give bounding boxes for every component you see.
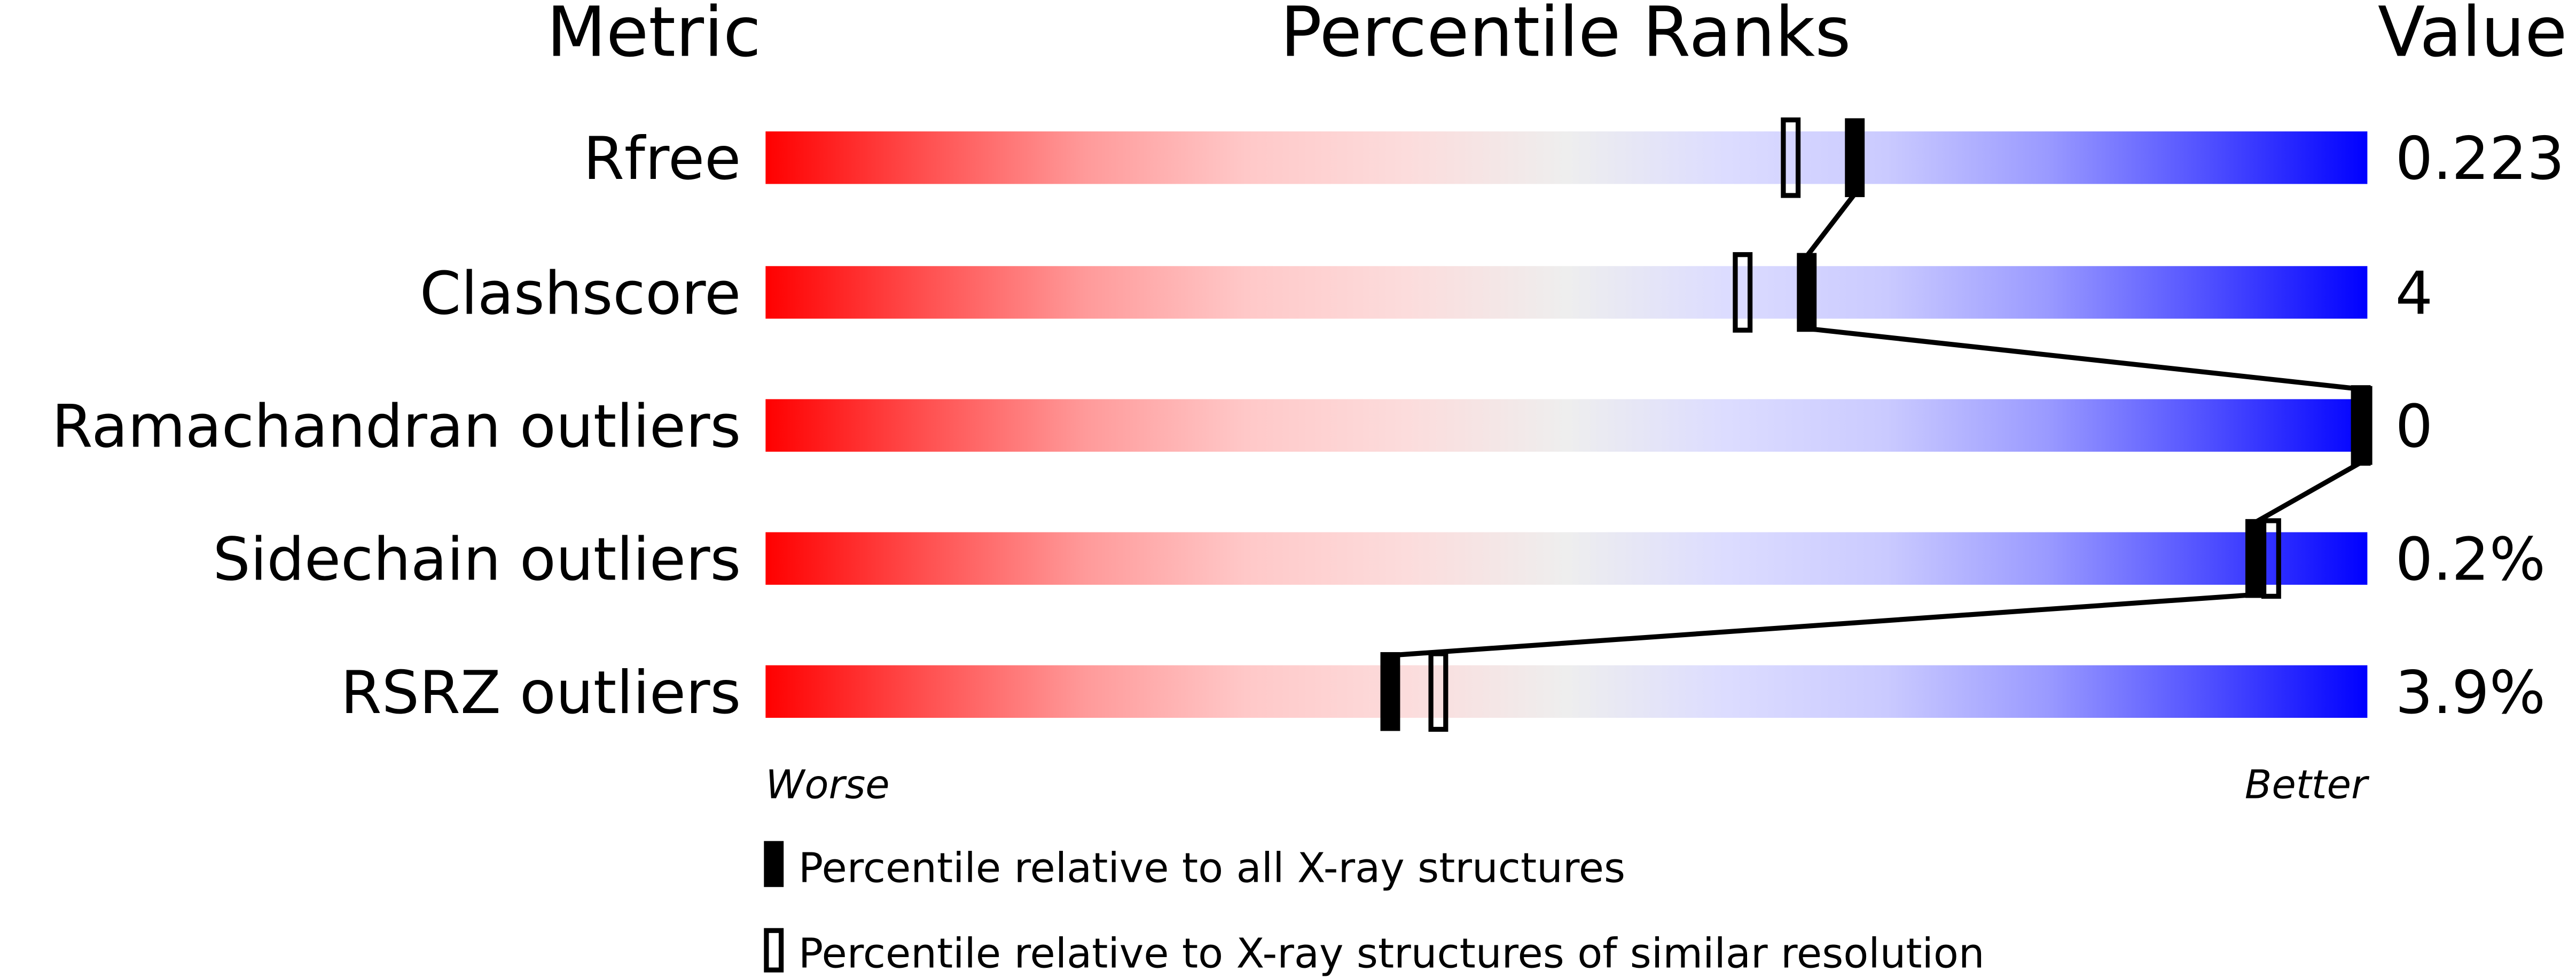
metric-value: 0	[2395, 393, 2433, 461]
metric-value: 0.223	[2395, 124, 2565, 193]
legend-similar-label: Percentile relative to X-ray structures …	[798, 930, 1985, 977]
worse-label: Worse	[765, 762, 889, 808]
metric-label: Ramachandran outliers	[52, 393, 741, 461]
percentile-bar	[765, 665, 2368, 718]
metric-value: 4	[2395, 259, 2433, 328]
marker-all	[1380, 652, 1400, 731]
marker-similar	[1733, 252, 1753, 333]
percentile-bar	[765, 266, 2368, 319]
connector-line	[1805, 192, 1857, 258]
connector-line	[1806, 326, 2363, 392]
connector-line	[1390, 592, 2256, 658]
legend-all-label: Percentile relative to all X-ray structu…	[798, 845, 1625, 892]
metric-label: Rfree	[583, 124, 741, 193]
marker-all	[1845, 118, 1865, 198]
header-value: Value	[2378, 0, 2567, 73]
legend-filled-marker	[764, 841, 784, 887]
percentile-bar	[765, 399, 2368, 452]
metric-value: 3.9%	[2395, 659, 2546, 727]
header-metric: Metric	[546, 0, 761, 73]
marker-all	[2352, 386, 2373, 465]
marker-similar	[1428, 651, 1448, 732]
metric-label: Clashscore	[420, 259, 741, 328]
marker-all	[1797, 253, 1817, 332]
marker-all	[2245, 519, 2265, 598]
marker-similar	[1781, 117, 1801, 198]
metric-label: Sidechain outliers	[213, 526, 741, 594]
metric-label: RSRZ outliers	[341, 659, 741, 727]
legend-open-marker	[764, 928, 784, 973]
header-ranks: Percentile Ranks	[1280, 0, 1851, 73]
percentile-bar	[765, 131, 2368, 184]
metric-value: 0.2%	[2395, 526, 2546, 594]
percentile-bar	[765, 532, 2368, 585]
better-label: Better	[2245, 762, 2370, 808]
connector-line	[2254, 459, 2364, 525]
